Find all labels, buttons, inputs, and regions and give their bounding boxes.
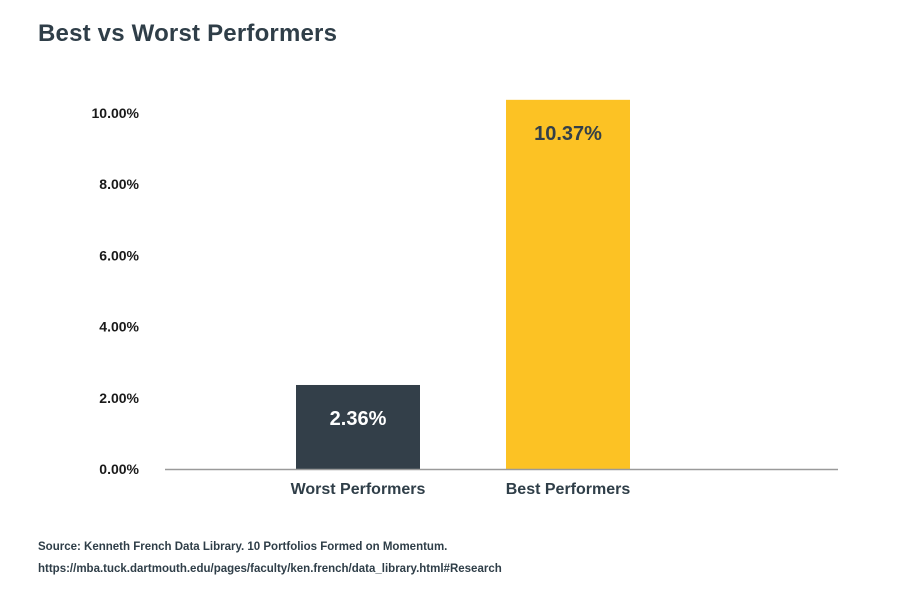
x-category-label: Worst Performers xyxy=(291,481,426,498)
bar xyxy=(506,99,630,469)
source-note: Source: Kenneth French Data Library. 10 … xyxy=(38,541,448,553)
bar-value-label: 2.36% xyxy=(330,408,387,430)
y-tick-label: 0.00% xyxy=(99,461,139,477)
bar xyxy=(296,384,420,469)
y-tick-label: 6.00% xyxy=(99,247,139,263)
source-url: https://mba.tuck.dartmouth.edu/pages/fac… xyxy=(38,563,502,575)
chart-title: Best vs Worst Performers xyxy=(38,20,338,47)
y-tick-label: 10.00% xyxy=(92,105,140,121)
x-category-label: Best Performers xyxy=(506,481,631,498)
bar-value-label: 10.37% xyxy=(534,123,602,145)
y-tick-label: 4.00% xyxy=(99,319,139,335)
y-tick-label: 2.00% xyxy=(99,390,139,406)
y-tick-label: 8.00% xyxy=(99,176,139,192)
